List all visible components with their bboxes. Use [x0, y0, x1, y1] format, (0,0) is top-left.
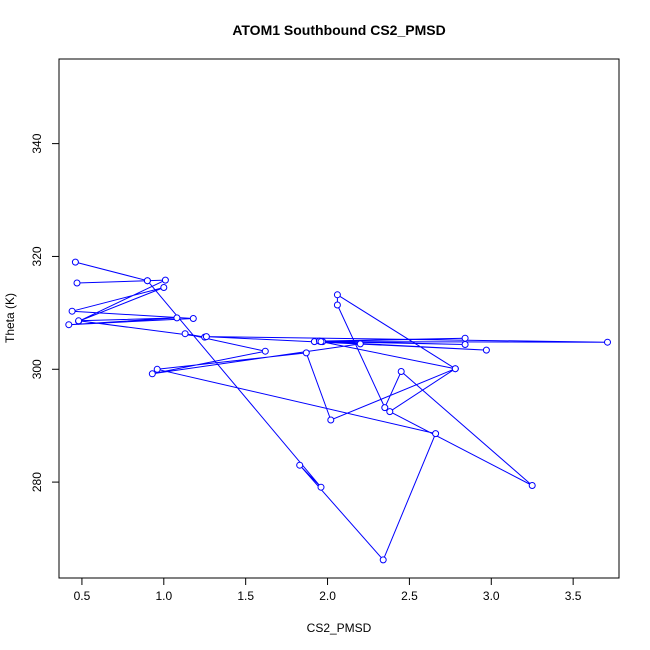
chart-title: ATOM1 Southbound CS2_PMSD: [232, 22, 445, 38]
series-points: [65, 258, 611, 564]
x-tick-label: 2.0: [319, 589, 336, 603]
data-point: [148, 370, 156, 378]
data-point: [71, 258, 79, 266]
data-point: [333, 291, 341, 299]
y-axis-label: Theta (K): [3, 293, 17, 343]
data-point: [333, 301, 341, 309]
data-point: [161, 276, 169, 284]
x-axis: 0.5 1.0 1.5 2.0 2.5 3.0 3.5: [74, 578, 582, 603]
data-point: [302, 349, 310, 357]
data-point: [381, 404, 389, 412]
data-point: [73, 279, 81, 287]
data-point: [528, 482, 536, 489]
data-point: [461, 341, 469, 348]
data-point: [317, 483, 325, 491]
y-axis: 280 300 320 340: [30, 133, 59, 492]
data-point: [143, 277, 151, 285]
data-point: [317, 338, 325, 346]
data-point: [189, 315, 197, 322]
data-point: [379, 556, 387, 564]
data-point: [68, 307, 76, 315]
data-point: [65, 321, 73, 329]
x-axis-label: CS2_PMSD: [307, 621, 372, 635]
data-point: [261, 347, 269, 355]
data-point: [356, 340, 364, 348]
y-tick-label: 280: [30, 472, 44, 492]
data-point: [173, 314, 181, 322]
data-point: [604, 338, 611, 346]
y-tick-label: 320: [30, 246, 44, 266]
data-point: [296, 461, 304, 469]
plot-area: [58, 58, 620, 579]
data-point: [327, 416, 335, 424]
data-point: [482, 346, 490, 354]
y-tick-label: 340: [30, 133, 44, 153]
x-tick-label: 0.5: [74, 589, 91, 603]
data-point: [160, 284, 168, 291]
data-point: [386, 408, 394, 416]
data-point: [181, 330, 189, 338]
data-point: [461, 334, 469, 342]
x-tick-label: 3.5: [565, 589, 582, 603]
data-point: [397, 368, 405, 375]
x-tick-label: 3.0: [483, 589, 500, 603]
data-point: [153, 365, 161, 373]
data-point: [451, 365, 459, 373]
x-tick-label: 1.0: [155, 589, 172, 603]
data-point: [75, 317, 83, 325]
x-tick-label: 1.5: [237, 589, 254, 603]
x-tick-label: 2.5: [401, 589, 418, 603]
data-point: [432, 430, 440, 438]
data-point: [202, 333, 210, 341]
y-tick-label: 300: [30, 359, 44, 379]
